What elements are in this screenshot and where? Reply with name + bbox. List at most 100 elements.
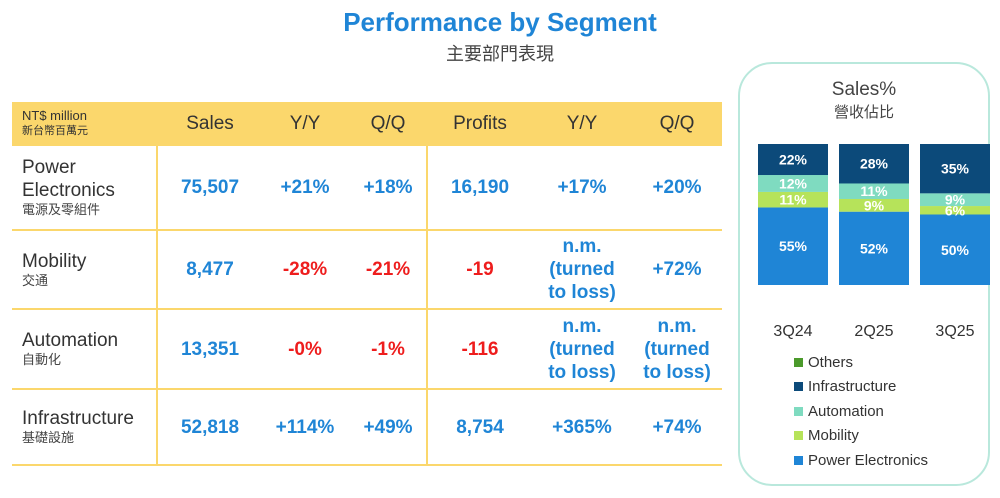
cell-profits-yy: n.m. (turned to loss) [548, 236, 616, 303]
unit-label: NT$ million 新台幣百萬元 [22, 108, 88, 138]
table-row: Automation 自動化 13,351 -0% -1% -116 n.m. … [12, 310, 722, 388]
legend-item: Infrastructure [794, 375, 928, 400]
data-label: 9% [864, 197, 885, 213]
unit-cn: 新台幣百萬元 [22, 124, 88, 137]
cell-sales-yy: +114% [275, 416, 335, 438]
bar-segment [920, 214, 990, 285]
page-subtitle: 主要部門表現 [446, 44, 554, 65]
segment-name-cn: 電源及零組件 [22, 203, 101, 218]
x-tick-label: 3Q25 [935, 323, 974, 340]
cell-profits: 8,754 [456, 416, 504, 438]
segment-name-cn: 基礎設施 [22, 431, 75, 446]
data-label: 12% [779, 175, 808, 191]
col-profits-qq: Q/Q [659, 113, 695, 134]
cell-profits-yy: +365% [552, 416, 612, 438]
segment-label: Power Electronics 電源及零組件 [22, 146, 132, 229]
data-label: 11% [779, 192, 807, 208]
bar-segment [758, 207, 828, 285]
data-label: 22% [779, 152, 808, 168]
legend-label: Others [808, 353, 854, 371]
legend-item: Mobility [794, 424, 928, 449]
legend-label: Infrastructure [808, 378, 897, 396]
data-label: 55% [779, 238, 808, 254]
cell-sales-yy: -0% [288, 338, 322, 360]
divider-horizontal [12, 388, 722, 390]
divider-horizontal [12, 464, 722, 466]
bar-segment [758, 144, 828, 176]
col-sales: Sales [186, 113, 234, 134]
legend-label: Mobility [808, 427, 859, 445]
segment-table: NT$ million 新台幣百萬元 Sales Y/Y Q/Q Profits… [12, 102, 722, 466]
bar-segment [839, 198, 909, 212]
segment-name: Infrastructure [22, 408, 134, 429]
legend-swatch [794, 382, 803, 392]
cell-profits: 16,190 [450, 177, 510, 198]
cell-sales-yy: -28% [282, 259, 328, 280]
cell-sales-qq: -1% [371, 338, 405, 360]
cell-profits-qq: +74% [652, 416, 702, 438]
sales-mix-chart: 55%11%12%22%3Q2452%9%11%28%2Q2550%6%9%35… [758, 144, 990, 340]
legend-item: Power Electronics [794, 448, 928, 473]
cell-profits-qq: n.m. (turned to loss) [643, 315, 711, 383]
unit-en: NT$ million [22, 108, 88, 123]
x-tick-label: 3Q24 [773, 323, 812, 340]
cell-sales: 52,818 [180, 416, 240, 438]
divider-vertical [426, 102, 428, 466]
data-label: 35% [941, 161, 970, 177]
cell-profits-yy: +17% [557, 177, 607, 198]
cell-sales-qq: +49% [363, 416, 413, 438]
cell-profits-qq: +72% [652, 259, 702, 280]
legend-swatch [794, 431, 803, 441]
col-profits: Profits [453, 113, 507, 134]
legend-swatch [794, 455, 803, 465]
divider-horizontal [12, 229, 722, 231]
cell-profits: -116 [461, 338, 499, 360]
bar-segment [920, 206, 990, 215]
cell-sales: 13,351 [180, 338, 240, 360]
segment-label: Mobility 交通 [22, 231, 86, 308]
segment-label: Infrastructure 基礎設施 [22, 390, 134, 464]
bar-segment [758, 191, 828, 208]
table-row: Infrastructure 基礎設施 52,818 +114% +49% 8,… [12, 390, 722, 464]
cell-profits-qq: +20% [652, 177, 702, 198]
legend-label: Power Electronics [808, 451, 929, 469]
divider-vertical [156, 102, 158, 466]
legend-label: Automation [808, 402, 884, 420]
col-sales-yy: Y/Y [289, 113, 321, 134]
table-row: Power Electronics 電源及零組件 75,507 +21% +18… [12, 146, 722, 229]
bar-segment [920, 144, 990, 194]
legend-swatch [794, 357, 803, 367]
segment-name: Automation [22, 330, 119, 351]
bar-segment [839, 211, 909, 285]
data-label: 6% [945, 202, 966, 218]
x-tick-label: 2Q25 [854, 323, 893, 340]
segment-name-cn: 自動化 [22, 353, 62, 368]
cell-profits-yy: n.m. (turned to loss) [548, 315, 616, 383]
bar-segment [839, 144, 909, 184]
segment-name: Power Electronics [22, 157, 115, 201]
bar-segment [920, 193, 990, 207]
chart-title: Sales% [831, 79, 897, 100]
segment-label: Automation 自動化 [22, 310, 118, 388]
segment-name: Mobility [22, 250, 87, 272]
bar-segment [839, 183, 909, 199]
table-header: NT$ million 新台幣百萬元 Sales Y/Y Q/Q Profits… [12, 102, 722, 146]
cell-sales: 75,507 [180, 177, 240, 198]
cell-sales-yy: +21% [280, 177, 330, 198]
data-label: 9% [945, 192, 966, 208]
data-label: 28% [860, 156, 889, 172]
table-row: Mobility 交通 8,477 -28% -21% -19 n.m. (tu… [12, 231, 722, 308]
chart-subtitle: 營收佔比 [833, 103, 894, 121]
data-label: 52% [860, 240, 889, 256]
cell-profits: -19 [466, 259, 494, 280]
page-title: Performance by Segment [343, 7, 657, 37]
cell-sales: 8,477 [186, 259, 234, 280]
cell-sales-qq: +18% [363, 177, 413, 198]
divider-horizontal [12, 308, 722, 310]
segment-name-cn: 交通 [22, 273, 49, 289]
cell-sales-qq: -21% [365, 259, 411, 280]
legend-item: Others [794, 350, 928, 375]
col-profits-yy: Y/Y [566, 113, 598, 134]
legend-swatch [794, 406, 803, 416]
legend-item: Automation [794, 399, 928, 424]
